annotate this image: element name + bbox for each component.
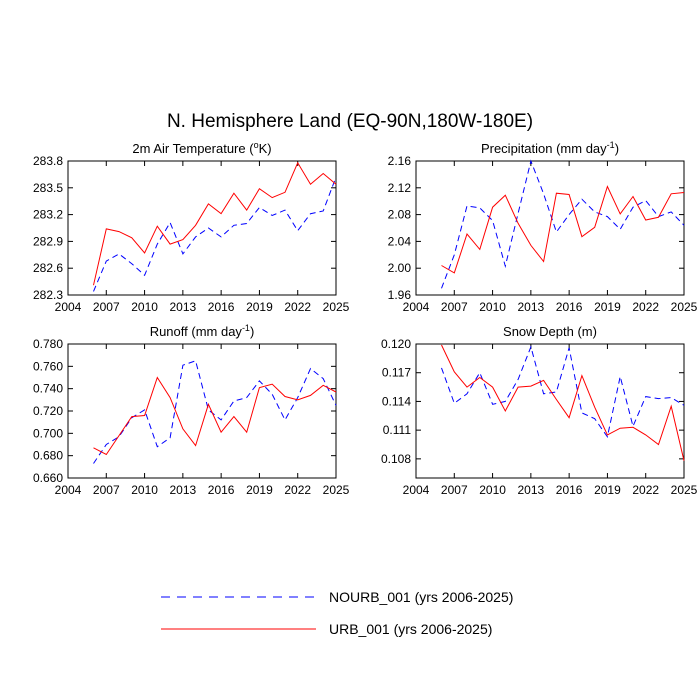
- runoff-xtick-label: 2004: [55, 483, 82, 497]
- panel-air-temperature: 2m Air Temperature (oK) 2004 2007 2010 2013 2…: [33, 140, 350, 314]
- runoff-xtick-label: 2007: [93, 483, 120, 497]
- precipitation-ytick-label: 2.12: [388, 181, 412, 195]
- panel-precipitation: Precipitation (mm day-1) 2004 2007 2010 2013…: [388, 140, 698, 314]
- snow-depth-ytick-label: 0.120: [381, 337, 411, 351]
- snow-depth-title: Snow Depth (m): [503, 324, 597, 339]
- air-temperature-xtick-label: 2019: [246, 300, 273, 314]
- precipitation-title-tail: ): [615, 141, 619, 156]
- runoff-title-sup: -1: [242, 323, 250, 333]
- runoff-ytick-label: 0.660: [33, 471, 63, 485]
- precipitation-series-urb-001: [441, 185, 685, 274]
- precipitation-ytick-label: 2.00: [388, 261, 412, 275]
- runoff-title-main: Runoff (mm day: [150, 324, 243, 339]
- precipitation-xtick-label: 2025: [671, 300, 698, 314]
- precipitation-xtick-label: 2010: [479, 300, 506, 314]
- air-temperature-ytick-label: 282.3: [33, 288, 63, 302]
- runoff-plot-frame: [67, 343, 337, 479]
- air-temperature-title-main: 2m Air Temperature (: [132, 141, 254, 156]
- air-temperature-title: 2m Air Temperature (oK): [132, 140, 271, 156]
- precipitation-plot-frame: [415, 160, 685, 296]
- air-temperature-ytick-label: 282.6: [33, 261, 63, 275]
- runoff-title: Runoff (mm day-1): [150, 323, 255, 339]
- precipitation-title-sup: -1: [607, 140, 615, 150]
- snow-depth-xtick-label: 2019: [594, 483, 621, 497]
- air-temperature-ytick-label: 283.8: [33, 154, 63, 168]
- precipitation-xtick-label: 2022: [632, 300, 659, 314]
- precipitation-xtick-label: 2019: [594, 300, 621, 314]
- snow-depth-ytick-label: 0.114: [382, 394, 411, 408]
- snow-depth-title-main: Snow Depth (m): [503, 324, 597, 339]
- snow-depth-xtick-label: 2010: [479, 483, 506, 497]
- precipitation-xtick-label: 2004: [403, 300, 430, 314]
- runoff-ytick-label: 0.740: [33, 382, 63, 396]
- snow-depth-xtick-label: 2007: [441, 483, 468, 497]
- air-temperature-series-urb-001: [93, 161, 337, 286]
- snow-depth-ytick-label: 0.117: [382, 366, 411, 380]
- runoff-ytick-label: 0.760: [33, 359, 63, 373]
- panel-runoff: Runoff (mm day-1) 2004 2007 2010 2013 2016 201…: [33, 323, 350, 497]
- runoff-ytick-label: 0.700: [33, 426, 63, 440]
- snow-depth-ytick-label: 0.111: [383, 423, 412, 437]
- runoff-xtick-label: 2013: [170, 483, 197, 497]
- snow-depth-xtick-label: 2022: [632, 483, 659, 497]
- snow-depth-ytick-label: 0.108: [381, 452, 411, 466]
- air-temperature-series-nourb-001: [93, 176, 337, 292]
- precipitation-ytick-label: 2.08: [388, 208, 412, 222]
- precipitation-ytick-label: 2.04: [388, 234, 412, 248]
- runoff-ytick-label: 0.780: [33, 337, 63, 351]
- panel-snow-depth: Snow Depth (m) 2004 2007 2010 2013 2016 2019 20…: [381, 324, 698, 497]
- precipitation-title-main: Precipitation (mm day: [481, 141, 607, 156]
- legend: NOURB_001 (yrs 2006-2025) URB_001 (yrs 2…: [161, 589, 513, 637]
- air-temperature-title-tail: K): [259, 141, 272, 156]
- runoff-ytick-label: 0.720: [33, 404, 63, 418]
- precipitation-xtick-label: 2013: [518, 300, 545, 314]
- figure-title: N. Hemisphere Land (EQ-90N,180W-180E): [167, 111, 533, 132]
- precipitation-xtick-label: 2007: [441, 300, 468, 314]
- runoff-ytick-label: 0.680: [33, 449, 63, 463]
- air-temperature-xtick-label: 2007: [93, 300, 120, 314]
- runoff-xtick-label: 2010: [131, 483, 158, 497]
- snow-depth-series-nourb-001: [441, 345, 685, 439]
- snow-depth-xtick-label: 2025: [671, 483, 698, 497]
- air-temperature-xtick-label: 2013: [170, 300, 197, 314]
- runoff-series-urb-001: [93, 376, 337, 456]
- air-temperature-xtick-label: 2022: [284, 300, 311, 314]
- air-temperature-xtick-label: 2016: [208, 300, 235, 314]
- precipitation-ytick-label: 2.16: [388, 154, 412, 168]
- snow-depth-series-urb-001: [441, 344, 685, 461]
- air-temperature-ytick-label: 283.2: [33, 208, 63, 222]
- snow-depth-xtick-label: 2013: [518, 483, 545, 497]
- runoff-xtick-label: 2016: [208, 483, 235, 497]
- air-temperature-title-sup: o: [254, 140, 259, 150]
- air-temperature-ytick-label: 282.9: [33, 234, 63, 248]
- air-temperature-xtick-label: 2010: [131, 300, 158, 314]
- precipitation-ytick-label: 1.96: [388, 288, 412, 302]
- runoff-xtick-label: 2019: [246, 483, 273, 497]
- air-temperature-xtick-label: 2025: [323, 300, 350, 314]
- air-temperature-plot-frame: [67, 160, 337, 296]
- legend-label-nourb: NOURB_001 (yrs 2006-2025): [329, 589, 513, 605]
- snow-depth-xtick-label: 2004: [403, 483, 430, 497]
- runoff-xtick-label: 2025: [323, 483, 350, 497]
- precipitation-series-nourb-001: [441, 159, 685, 289]
- air-temperature-xtick-label: 2004: [55, 300, 82, 314]
- precipitation-xtick-label: 2016: [556, 300, 583, 314]
- snow-depth-plot-frame: [415, 343, 685, 479]
- snow-depth-xtick-label: 2016: [556, 483, 583, 497]
- air-temperature-ytick-label: 283.5: [33, 181, 63, 195]
- legend-label-urb: URB_001 (yrs 2006-2025): [329, 621, 492, 637]
- precipitation-title: Precipitation (mm day-1): [481, 140, 619, 156]
- runoff-series-nourb-001: [93, 360, 337, 464]
- runoff-title-tail: ): [250, 324, 254, 339]
- runoff-xtick-label: 2022: [284, 483, 311, 497]
